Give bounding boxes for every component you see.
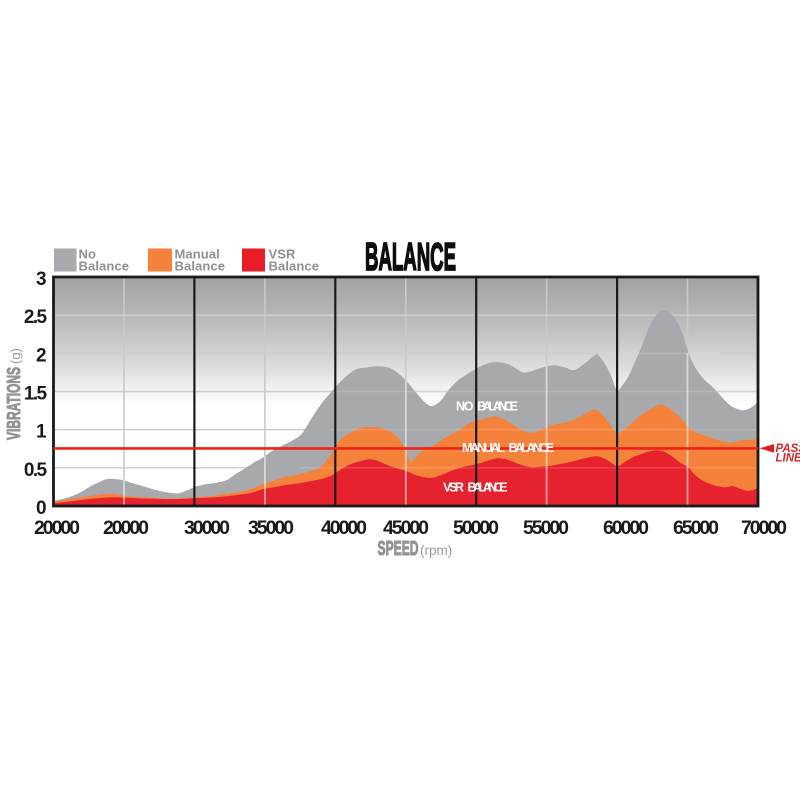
svg-text:45000: 45000	[383, 517, 429, 539]
svg-text:3: 3	[36, 269, 46, 290]
svg-text:Balance: Balance	[175, 259, 226, 274]
svg-text:BALANCE: BALANCE	[477, 400, 518, 414]
svg-text:LINE: LINE	[776, 453, 800, 465]
svg-text:0: 0	[36, 498, 46, 519]
svg-text:20000: 20000	[103, 517, 149, 539]
svg-text:Balance: Balance	[269, 259, 320, 274]
svg-text:50000: 50000	[453, 517, 499, 539]
svg-text:1.5: 1.5	[24, 384, 48, 405]
svg-text:20000: 20000	[34, 517, 80, 539]
svg-text:BALANCE: BALANCE	[509, 441, 555, 455]
svg-text:MANUAL: MANUAL	[462, 441, 505, 455]
svg-text:PASS: PASS	[776, 443, 800, 455]
svg-text:65000: 65000	[673, 517, 719, 539]
svg-text:30000: 30000	[184, 517, 230, 539]
svg-text:Balance: Balance	[79, 259, 130, 274]
svg-text:BALANCE: BALANCE	[365, 236, 456, 279]
svg-text:70000: 70000	[741, 517, 787, 539]
svg-text:NO: NO	[456, 400, 474, 414]
svg-text:0.5: 0.5	[24, 460, 48, 481]
svg-text:SPEED: SPEED	[378, 538, 419, 560]
svg-text:40000: 40000	[321, 517, 367, 539]
svg-text:55000: 55000	[523, 517, 569, 539]
svg-text:(rpm): (rpm)	[420, 543, 452, 558]
svg-text:Manual: Manual	[175, 247, 220, 262]
svg-text:No: No	[79, 247, 97, 262]
svg-text:BALANCE: BALANCE	[468, 481, 508, 495]
svg-text:VSR: VSR	[269, 247, 297, 262]
svg-text:60000: 60000	[603, 517, 649, 539]
svg-text:VSR: VSR	[443, 481, 464, 495]
svg-text:2.5: 2.5	[24, 307, 48, 328]
svg-text:2: 2	[36, 345, 46, 366]
svg-text:35000: 35000	[248, 517, 294, 539]
svg-text:(g): (g)	[8, 348, 23, 364]
svg-text:VIBRATIONS: VIBRATIONS	[4, 367, 24, 440]
